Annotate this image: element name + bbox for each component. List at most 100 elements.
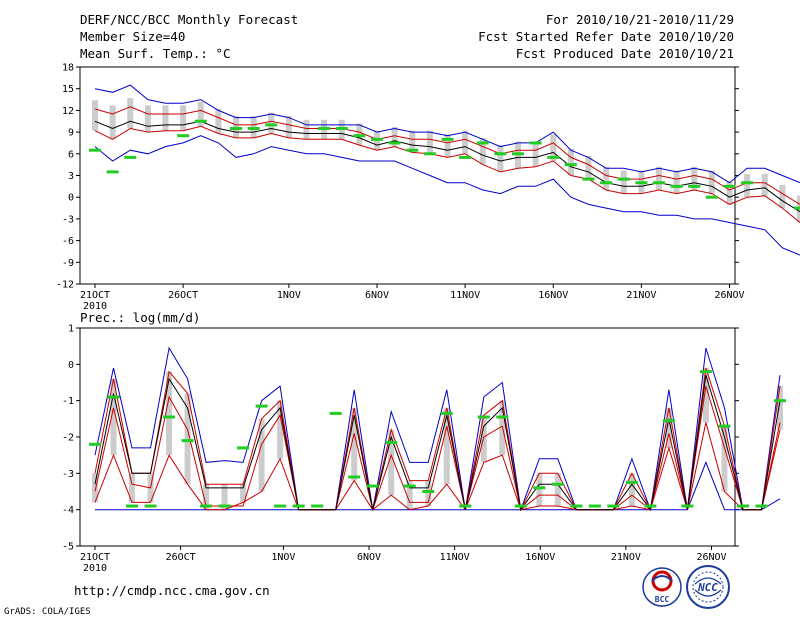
temp-y-tick-label: -3: [62, 214, 74, 225]
temp-observed-marker: [564, 163, 577, 167]
precip-observed-marker: [662, 419, 675, 423]
precip-y-tick-label: -1: [62, 396, 74, 407]
temp-spread-box: [462, 130, 469, 154]
temp-x-tick-label: 26OCT: [168, 290, 198, 301]
precip-y-tick-label: -4: [62, 505, 74, 516]
temp-y-tick-label: 9: [68, 128, 74, 139]
temp-y-tick-label: 3: [68, 171, 74, 182]
precip-spread-box: [721, 426, 728, 492]
temp-spread-box: [673, 170, 680, 194]
precip-spread-box: [92, 473, 98, 503]
precip-observed-marker: [163, 415, 176, 419]
temp-spread-box: [479, 137, 486, 165]
temp-observed-marker: [670, 184, 683, 188]
temp-observed-marker: [512, 152, 524, 156]
temp-spread-box: [285, 116, 292, 138]
temp-spread-box: [92, 100, 98, 131]
temp-observed-marker: [582, 177, 595, 181]
temp-spread-box: [162, 105, 169, 131]
temp-x-tick-label: 26NOV: [714, 290, 744, 301]
temp-observed-marker: [794, 206, 800, 210]
precip-spread-box: [258, 418, 265, 492]
precip-observed-marker: [514, 504, 527, 508]
precip-lower2-line: [94, 422, 781, 511]
precip-observed-marker: [774, 399, 786, 403]
precip-observed-marker: [181, 439, 194, 443]
temp-observed-marker: [723, 184, 736, 188]
temp-observed-marker: [653, 181, 665, 185]
temp-spread-box: [585, 155, 592, 180]
precip-spread-box: [554, 473, 561, 507]
temp-x-tick-label: 21OCT: [80, 290, 110, 301]
precip-observed-marker: [237, 446, 250, 450]
ncc-logo: NCC: [686, 565, 730, 609]
temp-observed-marker: [688, 184, 701, 188]
temp-spread-box: [620, 170, 627, 194]
precip-spread-box: [388, 429, 395, 496]
temp-spread-box: [197, 101, 204, 127]
temp-y-tick-label: 6: [68, 149, 74, 160]
precip-observed-marker: [477, 415, 490, 419]
temp-observed-marker: [635, 181, 648, 185]
ncc-logo-text: NCC: [697, 581, 718, 594]
precip-y-tick-label: 1: [68, 324, 74, 335]
temp-observed-marker: [177, 134, 190, 138]
precip-observed-marker: [570, 504, 583, 508]
temp-observed-marker: [371, 137, 383, 141]
precip-observed-marker: [422, 490, 435, 493]
precip-observed-marker: [107, 395, 120, 399]
temp-x-tick-label: 21NOV: [626, 290, 656, 301]
precip-observed-marker: [311, 504, 324, 508]
temp-x-tick-label: 1NOV: [277, 290, 301, 301]
precip-x-tick-label: 16NOV: [525, 552, 555, 563]
precip-observed-marker: [588, 504, 601, 508]
precip-spread-box: [166, 371, 173, 456]
temp-y-tick-label: -9: [62, 258, 74, 269]
temp-min-line: [94, 135, 800, 256]
precip-spread-box: [536, 473, 543, 507]
precip-x-tick-label: 11NOV: [440, 552, 470, 563]
precip-spread-box: [777, 386, 783, 430]
precip-spread-box: [628, 473, 635, 507]
temp-spread-box: [303, 119, 310, 140]
temp-spread-box: [426, 130, 433, 154]
temp-spread-box: [109, 105, 116, 140]
precip-observed-marker: [292, 504, 305, 508]
bcc-logo: BCC: [642, 567, 682, 607]
precip-observed-marker: [126, 504, 139, 508]
forecast-started-date: Fcst Started Refer Date 2010/10/20: [478, 29, 734, 44]
temp-observed-marker: [617, 177, 630, 181]
temp-lower-line: [94, 125, 800, 223]
temp-spread-box: [691, 166, 698, 190]
temp-spread-box: [268, 112, 275, 134]
precip-observed-marker: [348, 475, 361, 479]
temp-y-tick-label: -12: [56, 280, 74, 291]
precip-observed-marker: [200, 504, 213, 508]
temp-observed-marker: [423, 152, 436, 156]
precip-spread-box: [665, 407, 672, 448]
temp-observed-marker: [705, 195, 718, 199]
temp-observed-marker: [335, 126, 348, 130]
temp-x-year-label: 2010: [83, 301, 107, 312]
temp-x-tick-label: 6NOV: [365, 290, 389, 301]
temperature-panel: -12 -9 -6 -3 0 3 6 9 12 15 18 21OCT 26OCT 1NOV 6NOV 11N…: [56, 63, 800, 312]
temp-max-line: [94, 84, 800, 184]
temp-spread-box: [215, 108, 222, 134]
forecast-produced-date: Fcst Produced Date 2010/10/21: [516, 46, 734, 61]
temp-x-tick-label: 16NOV: [538, 290, 568, 301]
temp-observed-marker: [230, 126, 242, 130]
precip-x-tick-label: 1NOV: [271, 552, 295, 563]
temp-observed-marker: [476, 141, 489, 145]
bcc-logo-text: BCC: [655, 595, 670, 604]
precip-y-tick-label: -2: [62, 433, 74, 444]
precip-spread-box: [203, 484, 210, 510]
precip-observed-marker: [718, 424, 731, 428]
precip-observed-marker: [255, 404, 268, 408]
temp-x-tick-label: 11NOV: [450, 290, 480, 301]
temp-observed-marker: [441, 137, 454, 141]
temp-spread-box: [391, 127, 398, 147]
precip-x-tick-label: 26OCT: [166, 552, 196, 563]
precip-plot-frame: [79, 327, 736, 547]
precip-spread-box: [184, 393, 191, 485]
precip-x-tick-label: 21NOV: [611, 552, 641, 563]
